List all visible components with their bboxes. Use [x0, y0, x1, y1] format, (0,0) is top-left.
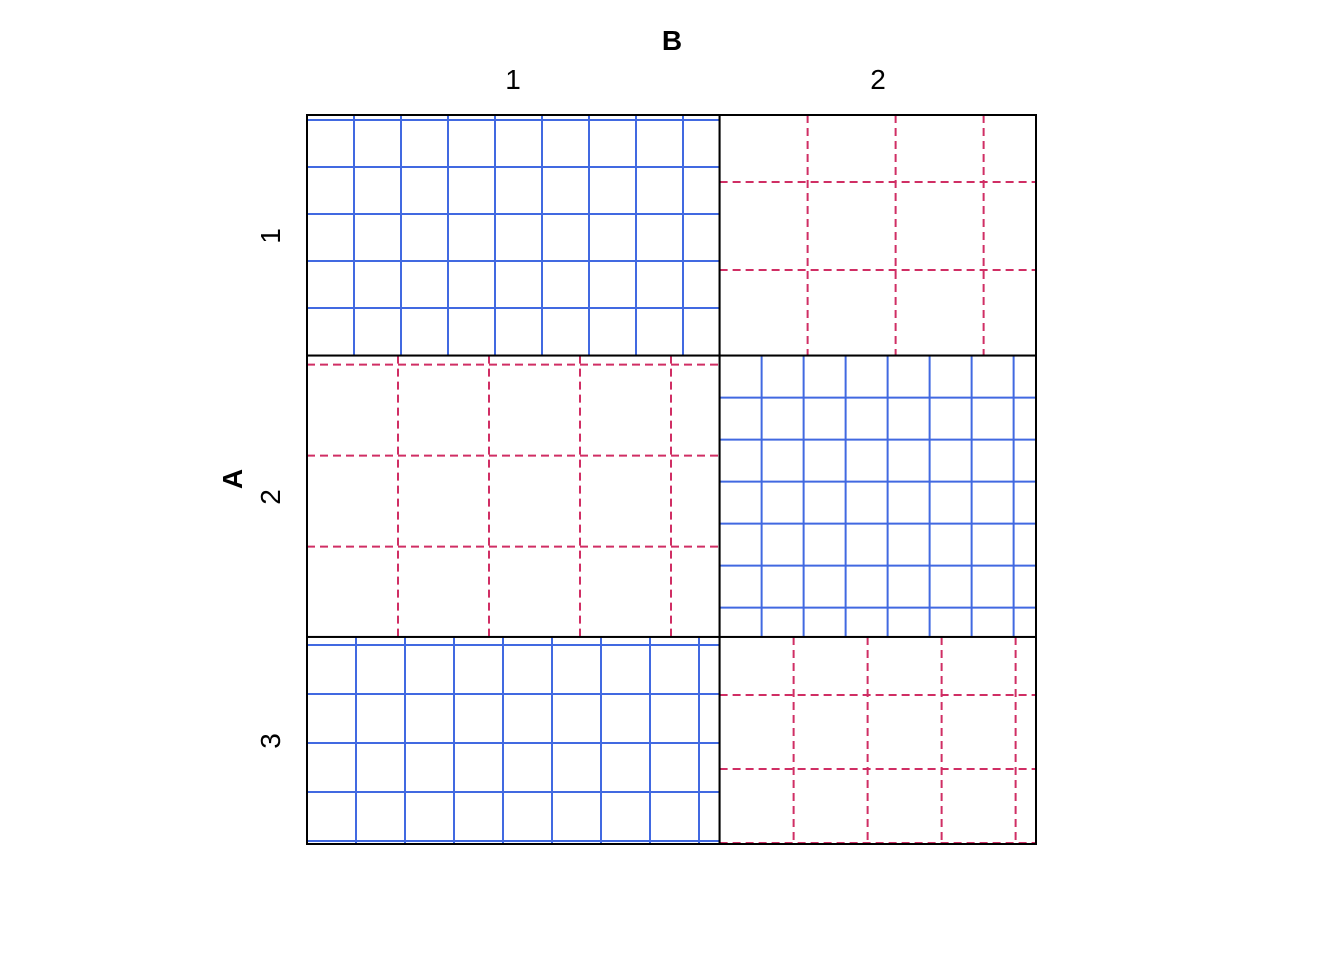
- cell-A2-B1: [306, 354, 721, 638]
- cell-background: [719, 115, 1036, 356]
- cell-A1-B2: [718, 114, 1037, 357]
- mosaic-labels: B 1 2 A 1 2 3: [217, 25, 886, 749]
- column-variable-title: B: [662, 25, 682, 56]
- mosaic-cells: [306, 114, 1037, 845]
- cell-A1-B1: [306, 114, 721, 357]
- cell-shading-lines: [307, 355, 720, 637]
- cell-shading-lines: [307, 115, 720, 356]
- column-level-label-1: 1: [505, 64, 521, 95]
- cell-A3-B2: [718, 635, 1037, 845]
- cell-border: [718, 635, 1037, 845]
- cell-shading-lines: [719, 115, 1036, 356]
- cell-background: [719, 355, 1036, 637]
- row-variable-title: A: [217, 469, 248, 489]
- row-level-label-1: 1: [255, 228, 286, 244]
- cell-A3-B1: [306, 635, 721, 845]
- cell-background: [307, 636, 720, 844]
- cell-background: [307, 115, 720, 356]
- row-level-label-2: 2: [255, 489, 286, 505]
- cell-shading-lines: [719, 355, 1036, 637]
- cell-shading-lines: [307, 636, 720, 844]
- cell-background: [307, 355, 720, 637]
- cell-A2-B2: [718, 354, 1037, 638]
- column-level-label-2: 2: [870, 64, 886, 95]
- cell-background: [719, 636, 1036, 844]
- row-level-label-3: 3: [255, 733, 286, 749]
- cell-shading-lines: [719, 636, 1036, 844]
